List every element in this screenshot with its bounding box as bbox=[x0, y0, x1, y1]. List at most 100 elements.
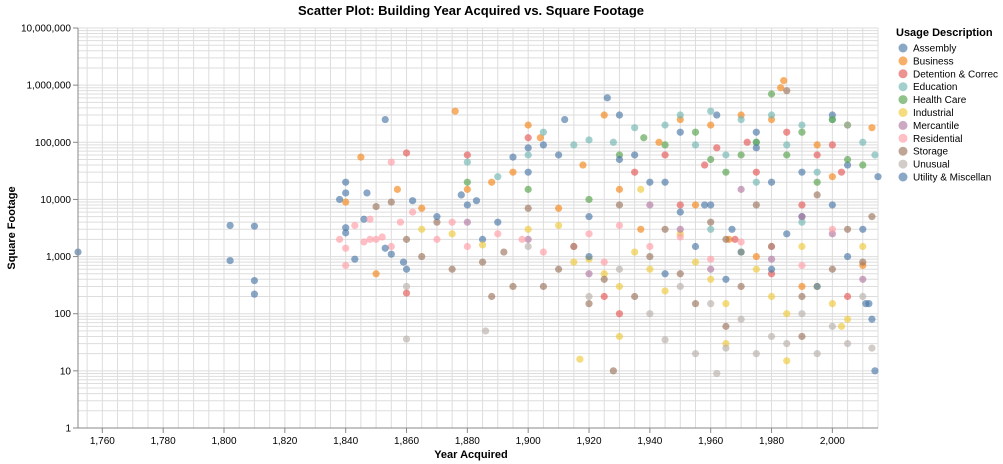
data-point bbox=[859, 275, 867, 283]
data-point bbox=[813, 151, 821, 159]
data-point bbox=[615, 282, 624, 291]
data-point bbox=[615, 265, 624, 273]
data-point bbox=[722, 235, 730, 243]
legend-label: Assembly bbox=[913, 44, 956, 55]
data-point bbox=[555, 204, 563, 212]
data-point bbox=[478, 235, 487, 243]
data-point bbox=[402, 282, 411, 291]
data-point bbox=[767, 242, 776, 251]
data-point bbox=[381, 244, 389, 252]
data-point bbox=[402, 265, 411, 273]
data-point bbox=[737, 282, 745, 291]
x-tick-label: 1,800 bbox=[211, 436, 236, 447]
data-point bbox=[828, 322, 836, 330]
legend-title: Usage Description bbox=[896, 27, 993, 39]
x-axis-title: Year Acquired bbox=[434, 449, 508, 461]
data-point bbox=[661, 178, 669, 186]
x-tick-label: 1,880 bbox=[455, 436, 480, 447]
data-point bbox=[767, 111, 776, 119]
data-point bbox=[843, 292, 852, 301]
data-point bbox=[457, 191, 465, 199]
data-point bbox=[767, 90, 776, 98]
legend-swatch bbox=[898, 146, 908, 156]
data-point bbox=[226, 257, 234, 265]
data-point bbox=[402, 149, 411, 157]
data-point bbox=[752, 201, 760, 209]
data-point bbox=[798, 201, 806, 209]
legend-label: Unusual bbox=[913, 160, 950, 171]
data-point bbox=[609, 138, 617, 146]
data-point bbox=[463, 158, 471, 166]
data-point bbox=[524, 151, 532, 159]
data-point bbox=[357, 153, 365, 161]
data-point bbox=[707, 201, 715, 209]
y-tick-label: 10,000 bbox=[40, 195, 71, 206]
data-point bbox=[387, 250, 395, 258]
data-point bbox=[488, 292, 496, 301]
data-point bbox=[393, 185, 401, 193]
data-point bbox=[828, 225, 836, 233]
legend-label: Industrial bbox=[913, 108, 954, 119]
data-point bbox=[399, 258, 408, 266]
data-point bbox=[798, 282, 806, 291]
data-point bbox=[837, 168, 846, 176]
legend-swatch bbox=[898, 56, 908, 66]
data-point bbox=[752, 252, 760, 261]
data-point bbox=[494, 218, 502, 226]
data-point bbox=[372, 235, 380, 243]
data-point bbox=[783, 230, 791, 238]
data-point bbox=[868, 315, 876, 323]
data-point bbox=[463, 178, 471, 186]
legend-label: Business bbox=[913, 56, 954, 67]
data-point bbox=[707, 265, 715, 273]
data-point bbox=[342, 198, 350, 206]
legend-swatch bbox=[898, 43, 908, 53]
data-point bbox=[646, 178, 654, 186]
data-point bbox=[342, 229, 350, 237]
x-tick-label: 1,960 bbox=[698, 436, 723, 447]
data-point bbox=[859, 292, 867, 301]
data-point bbox=[463, 218, 471, 226]
data-point bbox=[509, 153, 517, 161]
data-point bbox=[661, 225, 669, 233]
data-point bbox=[676, 225, 684, 233]
data-point bbox=[676, 282, 684, 291]
data-point bbox=[250, 222, 259, 230]
data-point bbox=[707, 225, 715, 233]
data-point bbox=[646, 242, 654, 251]
data-point bbox=[783, 310, 791, 318]
data-point bbox=[615, 201, 624, 209]
data-point bbox=[676, 208, 684, 216]
data-point bbox=[418, 204, 426, 212]
data-point bbox=[518, 235, 526, 243]
data-points bbox=[74, 77, 882, 378]
data-point bbox=[701, 161, 709, 169]
data-point bbox=[713, 111, 721, 119]
data-point bbox=[631, 151, 639, 159]
legend-label: Detention & Correc bbox=[913, 69, 998, 80]
data-point bbox=[351, 255, 359, 263]
data-point bbox=[859, 161, 867, 169]
data-point bbox=[646, 252, 654, 261]
data-point bbox=[433, 213, 441, 221]
x-tick-label: 1,900 bbox=[516, 436, 541, 447]
y-tick-label: 1,000,000 bbox=[27, 81, 72, 92]
data-point bbox=[783, 357, 791, 365]
data-point bbox=[798, 242, 806, 251]
data-point bbox=[843, 252, 852, 261]
x-tick-label: 2,000 bbox=[820, 436, 845, 447]
data-point bbox=[828, 300, 836, 308]
data-point bbox=[707, 275, 715, 283]
data-point bbox=[798, 261, 806, 270]
data-point bbox=[722, 344, 730, 352]
data-point bbox=[707, 155, 715, 164]
axes: 1,760 1,780 1,800 1,820 1,840 1,860 1,880 1,900… bbox=[21, 24, 878, 447]
data-point bbox=[585, 252, 593, 261]
data-point bbox=[777, 84, 785, 92]
data-point bbox=[366, 235, 374, 243]
data-point bbox=[387, 198, 395, 206]
data-point bbox=[713, 369, 721, 378]
data-point bbox=[482, 327, 490, 335]
